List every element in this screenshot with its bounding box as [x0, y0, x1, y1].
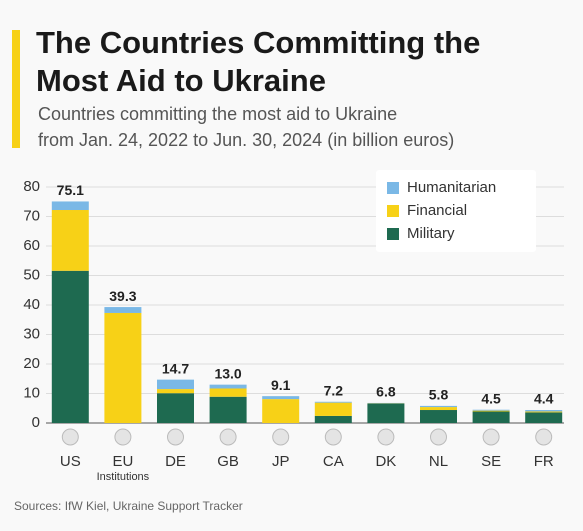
total-label: 7.2 [324, 382, 344, 398]
y-tick-label: 30 [23, 325, 40, 342]
bar-segment [104, 312, 142, 423]
flag [61, 428, 79, 446]
bar-segment [104, 307, 142, 313]
x-tick-label: CA [323, 453, 344, 470]
total-label: 75.1 [57, 182, 84, 198]
y-tick-label: 70 [23, 207, 40, 224]
subtitle: from Jan. 24, 2022 to Jun. 30, 2024 (in … [38, 130, 455, 150]
bar-segment [51, 201, 89, 211]
total-label: 13.0 [214, 365, 241, 381]
total-label: 9.1 [271, 377, 291, 393]
bar-segment [157, 379, 194, 390]
flag [272, 428, 290, 446]
source: Sources: IfW Kiel, Ukraine Support Track… [14, 499, 243, 513]
x-tick-label-line: EU [112, 453, 133, 470]
legend-swatch [387, 228, 399, 240]
x-tick-label: GB [217, 453, 239, 470]
bar-segment [209, 388, 247, 397]
bar-segment [420, 407, 457, 411]
bar-segment [472, 410, 510, 412]
bar-segment [314, 402, 352, 416]
flag [219, 428, 237, 446]
bar-segment [157, 389, 194, 394]
y-tick-label: 0 [32, 414, 40, 431]
bar-segment [209, 396, 247, 423]
x-tick-label: FR [534, 453, 554, 470]
x-tick-label: NL [429, 453, 448, 470]
flag [377, 428, 395, 446]
total-label: 4.4 [534, 391, 554, 407]
x-tick-label: DE [165, 453, 186, 470]
bar-segment [262, 396, 300, 400]
flag [167, 428, 184, 446]
chart-title: The Countries Committing the Most Aid to… [36, 25, 481, 98]
bar-segment [472, 411, 510, 423]
flag [324, 428, 342, 446]
y-tick-label: 60 [23, 237, 40, 254]
x-tick-label: EU Institutions [97, 453, 150, 483]
x-tick-label-line: Institutions [97, 471, 150, 483]
flag [430, 428, 447, 446]
legend-box [376, 170, 536, 252]
bar-segment [262, 399, 300, 423]
bar-segment [157, 393, 194, 423]
bar-segment [51, 270, 89, 423]
total-label: 5.8 [429, 387, 449, 403]
bar-segment [314, 415, 352, 423]
bar-segment [209, 384, 247, 389]
bar-segment [420, 405, 457, 408]
y-tick-label: 80 [23, 178, 40, 195]
legend-label: Financial [407, 202, 467, 219]
subtitle: Countries committing the most aid to Ukr… [38, 104, 398, 124]
bar-segment [51, 210, 89, 271]
total-label: 6.8 [376, 384, 396, 400]
bar-segment [420, 410, 457, 423]
bar-segment [472, 409, 510, 411]
x-tick-label: US [60, 453, 81, 470]
total-label: 4.5 [481, 390, 501, 406]
x-tick-label: JP [272, 453, 290, 470]
y-tick-label: 50 [23, 266, 40, 283]
y-tick-label: 40 [23, 296, 40, 313]
y-tick-label: 10 [23, 384, 40, 401]
flag [535, 428, 553, 446]
total-label: 14.7 [162, 360, 189, 376]
bar-segment [525, 410, 563, 412]
legend-swatch [387, 205, 399, 217]
flag [114, 428, 132, 446]
bar-segment [525, 411, 563, 413]
bar-segment [314, 401, 352, 403]
total-label: 39.3 [109, 288, 136, 304]
legend-swatch [387, 182, 399, 194]
x-tick-label: SE [481, 453, 501, 470]
y-tick-label: 20 [23, 355, 40, 372]
x-tick-label: DK [375, 453, 396, 470]
bar-segment [367, 403, 405, 423]
flag [482, 428, 500, 446]
bar-segment [525, 412, 563, 423]
accent-bar [12, 30, 20, 148]
legend-label: Humanitarian [407, 179, 496, 196]
legend-label: Military [407, 225, 455, 242]
